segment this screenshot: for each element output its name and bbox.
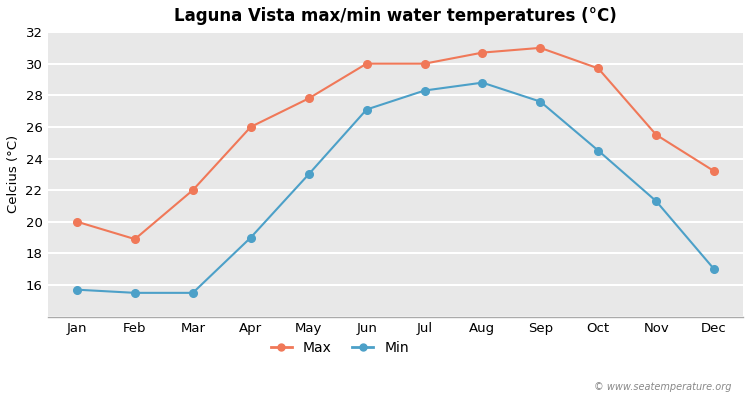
Max	[594, 66, 603, 71]
Min	[246, 235, 255, 240]
Min	[362, 107, 371, 112]
Y-axis label: Celcius (°C): Celcius (°C)	[7, 135, 20, 213]
Min	[710, 267, 718, 272]
Min	[130, 290, 140, 295]
Min	[652, 199, 661, 204]
Max	[246, 124, 255, 129]
Legend: Max, Min: Max, Min	[266, 336, 415, 361]
Min	[420, 88, 429, 93]
Title: Laguna Vista max/min water temperatures (°C): Laguna Vista max/min water temperatures …	[174, 7, 617, 25]
Max	[130, 237, 140, 242]
Max	[536, 46, 544, 50]
Max	[478, 50, 487, 55]
Max	[304, 96, 313, 101]
Min	[73, 287, 82, 292]
Min	[188, 290, 197, 295]
Min	[536, 99, 544, 104]
Max	[710, 169, 718, 174]
Line: Min: Min	[74, 79, 718, 297]
Max	[73, 219, 82, 224]
Max	[188, 188, 197, 192]
Max	[420, 61, 429, 66]
Line: Max: Max	[74, 44, 718, 243]
Min	[304, 172, 313, 177]
Max	[362, 61, 371, 66]
Min	[594, 148, 603, 153]
Min	[478, 80, 487, 85]
Text: © www.seatemperature.org: © www.seatemperature.org	[594, 382, 731, 392]
Max	[652, 132, 661, 137]
